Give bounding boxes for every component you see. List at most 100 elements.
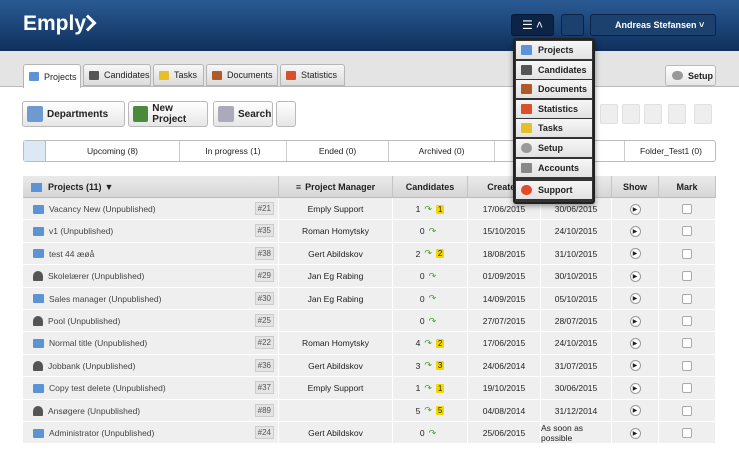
project-id: #22 (254, 336, 274, 350)
tab[interactable]: Candidates (83, 64, 151, 86)
filter-label: Ended (0) (318, 146, 357, 156)
filter-step[interactable]: Archived (0) (388, 141, 494, 161)
project-row[interactable]: Ansøgere (Unpublished) #89 5 ↷ 5 04/08/2014 31… (23, 399, 716, 422)
candidate-arrow: ↷ (424, 248, 432, 259)
toolbar-button[interactable]: Search (213, 101, 273, 127)
project-row[interactable]: Normal title (Unpublished) #22 Roman Homyt… (23, 332, 716, 355)
user-button[interactable]: Andreas Stefansen ˅ (590, 14, 716, 36)
cell: test 44 æøå #38 (23, 242, 279, 265)
project-title[interactable]: Copy test delete (Unpublished) (49, 383, 166, 394)
project-row[interactable]: Copy test delete (Unpublished) #37 Emply S… (23, 377, 716, 400)
show-button[interactable]: ▶ (629, 382, 641, 394)
new-badge: 5 (435, 406, 445, 416)
menu-icon (521, 162, 532, 173)
menu-item[interactable]: Statistics (516, 99, 592, 118)
filter-step[interactable]: Ended (0) (286, 141, 388, 161)
filter-folder[interactable] (24, 141, 46, 161)
menu-item[interactable]: Projects (516, 41, 592, 59)
column-header[interactable]: Mark (659, 176, 716, 198)
project-title[interactable]: Skolelærer (Unpublished) (48, 271, 145, 282)
column-header[interactable]: ≡ Project Manager (279, 176, 393, 198)
mark-checkbox[interactable] (682, 405, 692, 416)
project-title[interactable]: Administrator (Unpublished) (49, 428, 155, 438)
candidate-count[interactable]: 3 (415, 360, 421, 371)
project-row[interactable]: Vacancy New (Unpublished) #21 Emply Suppor… (23, 198, 716, 221)
tab[interactable]: Tasks (153, 64, 204, 86)
mark-checkbox[interactable] (682, 428, 692, 438)
mark-checkbox[interactable] (682, 316, 692, 326)
show-button[interactable]: ▶ (629, 405, 641, 417)
show-button[interactable]: ▶ (629, 315, 641, 327)
show-button[interactable]: ▶ (629, 248, 641, 260)
show-button[interactable]: ▶ (629, 225, 641, 237)
project-row[interactable]: test 44 æøå #38 Gert Abildskov 2 ↷ 2 18/08/201… (23, 242, 716, 266)
show-button[interactable]: ▶ (629, 337, 641, 349)
show-button[interactable]: ▶ (629, 293, 641, 305)
candidate-count[interactable]: 0 (419, 428, 425, 438)
tab[interactable]: Projects (23, 64, 81, 88)
candidate-count[interactable]: 4 (415, 338, 421, 349)
project-title[interactable]: Jobbank (Unpublished) (48, 360, 136, 371)
project-row[interactable]: Pool (Unpublished) #25 0 ↷ 27/07/2015 28/07/2… (23, 310, 716, 333)
project-title[interactable]: Normal title (Unpublished) (49, 338, 148, 349)
toolbar-button[interactable]: Departments (22, 101, 125, 127)
filter-step[interactable]: In progress (1) (179, 141, 286, 161)
mark-checkbox[interactable] (682, 293, 692, 304)
column-header[interactable]: Projects (11) ▼ (23, 176, 279, 198)
candidate-count[interactable]: 0 (419, 271, 425, 282)
mark-checkbox[interactable] (682, 248, 692, 259)
candidate-count[interactable]: 0 (419, 293, 425, 304)
project-title[interactable]: Pool (Unpublished) (48, 316, 121, 326)
mark-checkbox[interactable] (682, 383, 692, 394)
filter-step[interactable]: Upcoming (8) (46, 141, 179, 161)
project-title[interactable]: test 44 æøå (49, 248, 95, 259)
candidate-count[interactable]: 0 (419, 226, 425, 237)
project-row[interactable]: v1 (Unpublished) #35 Roman Homytsky 0 ↷ 15/10… (23, 220, 716, 243)
tab[interactable]: Documents (206, 64, 278, 86)
show-button[interactable]: ▶ (629, 360, 641, 372)
show-button[interactable]: ▶ (629, 270, 641, 282)
deadline: 31/12/2014 (554, 405, 598, 416)
project-title[interactable]: Vacancy New (Unpublished) (49, 204, 156, 214)
mark-checkbox[interactable] (682, 338, 692, 349)
menu-item[interactable]: Candidates (516, 60, 592, 79)
project-row[interactable]: Jobbank (Unpublished) #36 Gert Abildskov 3 ↷… (23, 354, 716, 378)
project-row[interactable]: Skolelærer (Unpublished) #29 Jan Eg Rabing… (23, 265, 716, 288)
setup-tab[interactable]: Setup (665, 65, 716, 86)
logo[interactable]: Emply (23, 12, 87, 35)
menu-item[interactable]: Accounts (516, 158, 592, 177)
dropdown-menu: Projects Candidates Documents Statistics Tas… (513, 38, 595, 204)
mark-checkbox[interactable] (682, 204, 692, 214)
filter-step[interactable]: Folder_Test1 (0) (624, 141, 717, 161)
project-row[interactable]: Sales manager (Unpublished) #30 Jan Eg Rab… (23, 287, 716, 310)
column-header[interactable]: Candidates (393, 176, 468, 198)
column-header[interactable]: Show (612, 176, 659, 198)
candidate-count[interactable]: 0 (419, 316, 425, 326)
project-row[interactable]: Administrator (Unpublished) #24 Gert Abild… (23, 422, 716, 445)
project-title[interactable]: Ansøgere (Unpublished) (48, 405, 141, 416)
show-button[interactable]: ▶ (629, 203, 641, 215)
cell: 24/10/2015 (541, 220, 612, 243)
mark-checkbox[interactable] (682, 271, 692, 282)
mark-checkbox[interactable] (682, 360, 692, 371)
show-button[interactable]: ▶ (629, 427, 641, 439)
notes-button[interactable] (561, 14, 584, 36)
mark-checkbox[interactable] (682, 226, 692, 237)
tab-icon (89, 70, 99, 80)
menu-item[interactable]: Tasks (516, 119, 592, 138)
candidate-count[interactable]: 2 (415, 248, 421, 259)
tab-icon (29, 72, 39, 81)
candidate-count[interactable]: 1 (415, 204, 421, 214)
toolbar-button[interactable]: New Project (128, 101, 208, 127)
tab[interactable]: Statistics (280, 64, 345, 86)
project-title[interactable]: v1 (Unpublished) (49, 226, 114, 237)
candidate-count[interactable]: 1 (415, 383, 421, 394)
menu-item[interactable]: Documents (516, 80, 592, 99)
project-title[interactable]: Sales manager (Unpublished) (49, 293, 162, 304)
cell: ▶ (612, 242, 659, 265)
menu-item[interactable]: Setup (516, 139, 592, 157)
candidate-count[interactable]: 5 (415, 405, 421, 416)
menu-button[interactable]: ☰ ˄ (511, 14, 554, 36)
select-all-button[interactable] (276, 101, 296, 127)
menu-item[interactable]: Support (516, 181, 592, 199)
